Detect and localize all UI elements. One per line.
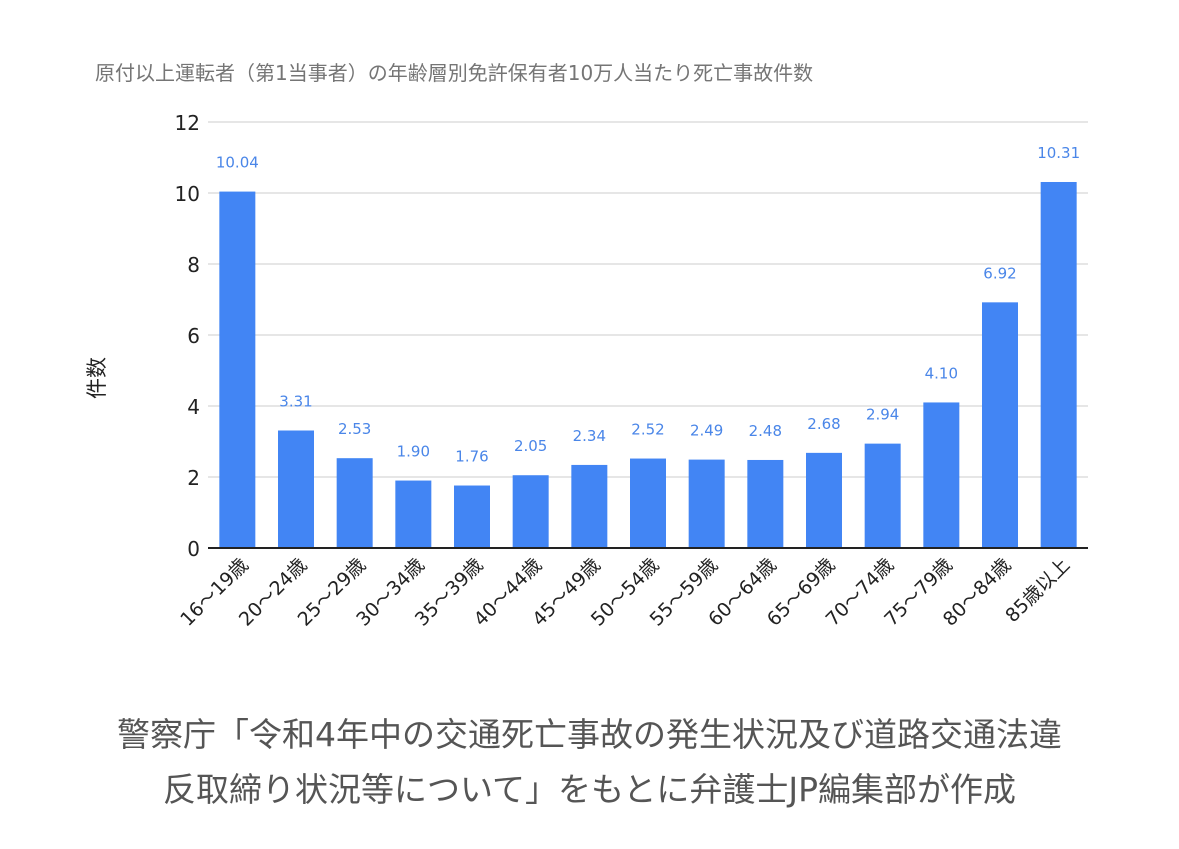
bar xyxy=(512,475,549,548)
data-label: 1.76 xyxy=(455,448,488,466)
bar xyxy=(454,485,490,548)
y-axis-title: 件数 xyxy=(85,357,109,399)
data-labels: 10.04 3.31 2.53 1.90 1.76 2.05 2.34 2.52 2.49 2.4… xyxy=(216,144,1080,466)
y-axis-ticks: 0 2 4 6 8 10 12 xyxy=(175,111,200,561)
bar xyxy=(630,458,666,548)
data-label: 4.10 xyxy=(925,364,958,382)
bar xyxy=(806,452,842,548)
data-label: 1.90 xyxy=(397,443,430,461)
data-label: 2.68 xyxy=(807,415,840,433)
data-label: 2.53 xyxy=(338,420,371,438)
bar xyxy=(571,464,608,548)
x-axis-ticks: 16～19歳20～24歳25～29歳30～34歳35～39歳40～44歳45～4… xyxy=(176,554,1074,631)
bar xyxy=(336,458,373,548)
data-label: 10.04 xyxy=(216,154,259,172)
data-label: 2.48 xyxy=(749,422,782,440)
y-tick-label: 12 xyxy=(175,111,200,135)
y-tick-label: 0 xyxy=(187,537,200,561)
data-label: 10.31 xyxy=(1037,144,1080,162)
y-tick-label: 6 xyxy=(187,324,200,348)
data-label: 2.94 xyxy=(866,406,899,424)
data-label: 2.34 xyxy=(573,427,606,445)
bar xyxy=(219,191,256,548)
bar xyxy=(864,443,901,548)
y-tick-label: 2 xyxy=(187,466,200,490)
bar xyxy=(982,302,1018,548)
y-tick-label: 8 xyxy=(187,253,200,277)
bar xyxy=(747,459,784,548)
bar xyxy=(688,459,725,548)
bars xyxy=(219,181,1077,548)
chart-title: 原付以上運転者（第1当事者）の年齢層別免許保有者10万人当たり死亡事故件数 xyxy=(95,61,813,85)
source-caption-line-2: 反取締り状況等について」をもとに弁護士JP編集部が作成 xyxy=(163,770,1016,809)
data-label: 2.52 xyxy=(631,421,664,439)
x-tick-label: 85歳以上 xyxy=(1001,554,1074,627)
source-caption-line-1: 警察庁「令和4年中の交通死亡事故の発生状況及び道路交通法違 xyxy=(117,715,1062,754)
data-label: 6.92 xyxy=(983,264,1016,282)
data-label: 2.05 xyxy=(514,437,547,455)
bar-chart: 原付以上運転者（第1当事者）の年齢層別免許保有者10万人当たり死亡事故件数 0 2… xyxy=(85,61,1088,631)
data-label: 3.31 xyxy=(279,392,312,410)
y-tick-label: 10 xyxy=(175,182,200,206)
bar xyxy=(395,480,432,548)
bar xyxy=(1040,181,1077,548)
bar xyxy=(278,430,314,548)
bar xyxy=(923,402,960,548)
data-label: 2.49 xyxy=(690,422,723,440)
y-tick-label: 4 xyxy=(187,395,200,419)
